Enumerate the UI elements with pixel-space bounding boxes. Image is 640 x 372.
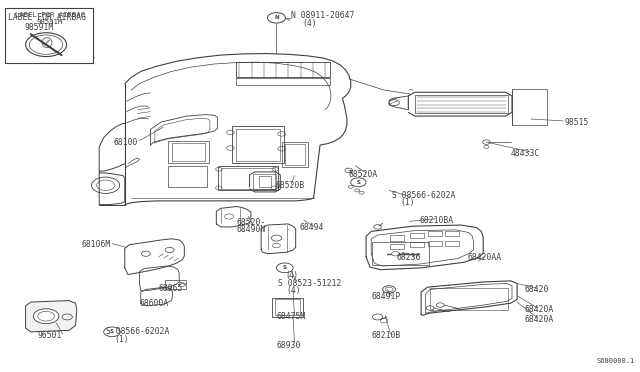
Bar [218,166,278,190]
Text: LABEL FOR AIRBAG: LABEL FOR AIRBAG [8,13,86,22]
Text: 68520B: 68520B [275,181,305,190]
Bar [172,143,205,161]
Text: 68520A: 68520A [349,170,378,179]
Bar [272,298,303,317]
Bar [259,176,271,187]
Circle shape [26,33,67,57]
Circle shape [268,13,285,23]
Text: (1): (1) [400,198,415,207]
Bar [390,244,404,249]
Text: (4): (4) [287,286,301,295]
Text: 68100: 68100 [114,138,138,147]
Bar [410,232,424,238]
Text: 48433C: 48433C [511,149,540,158]
Text: N: N [274,15,279,20]
Text: S: S [110,329,114,334]
Text: 68930: 68930 [276,341,301,350]
Bar [430,288,508,310]
Text: 98591M: 98591M [36,19,63,25]
Text: S 08566-6202A: S 08566-6202A [106,327,169,336]
Bar [168,141,209,163]
Text: S 08523-51212: S 08523-51212 [278,279,342,288]
Circle shape [276,263,293,273]
Bar [221,168,275,189]
Bar [512,89,547,125]
Text: 68965: 68965 [159,284,183,293]
Bar [253,174,276,189]
Text: 68491P: 68491P [371,292,401,301]
Circle shape [392,251,399,256]
Text: 68210B: 68210B [371,331,401,340]
Bar [165,280,186,289]
Polygon shape [26,301,77,332]
Bar [445,241,459,246]
Bar [285,144,305,165]
Text: 68600A: 68600A [140,299,169,308]
Text: (1): (1) [114,335,129,344]
Text: 68210BA: 68210BA [419,216,453,225]
Bar [168,166,207,187]
Circle shape [351,178,366,187]
Text: 68520-: 68520- [237,218,266,227]
Bar [372,242,429,265]
Text: N 08911-20647: N 08911-20647 [291,11,355,20]
Bar [236,129,280,161]
Text: 68420AA: 68420AA [467,253,501,262]
Text: (4): (4) [303,19,317,28]
Bar [415,95,508,113]
Bar [428,231,442,236]
Bar [445,231,459,236]
Circle shape [104,327,120,337]
Bar [232,126,284,163]
Text: S680000.1: S680000.1 [596,358,635,364]
Text: 68475M: 68475M [276,312,306,321]
Text: LABEL FOR AIRBAG: LABEL FOR AIRBAG [15,12,85,18]
Text: S 08566-6202A: S 08566-6202A [392,191,455,200]
Text: 68490N: 68490N [237,225,266,234]
Text: 98515: 98515 [564,118,589,126]
Text: (4): (4) [287,271,298,280]
Bar [236,78,330,85]
Bar [236,62,330,77]
Text: 68494: 68494 [300,223,324,232]
Text: 68420A: 68420A [525,305,554,314]
Text: S: S [356,180,360,185]
Bar [282,142,308,167]
Circle shape [33,309,59,324]
Text: 98591M: 98591M [24,23,54,32]
Bar [428,241,442,246]
Text: 68236: 68236 [397,253,421,262]
Text: 96501: 96501 [37,331,61,340]
Bar [5,8,93,63]
Bar [275,299,300,315]
Text: 68420A: 68420A [525,315,554,324]
Text: S: S [283,265,287,270]
Text: 68420: 68420 [525,285,549,294]
Bar [410,242,424,247]
Text: 68106M: 68106M [82,240,111,249]
Text: ⊘: ⊘ [39,34,53,52]
Bar [390,235,404,241]
